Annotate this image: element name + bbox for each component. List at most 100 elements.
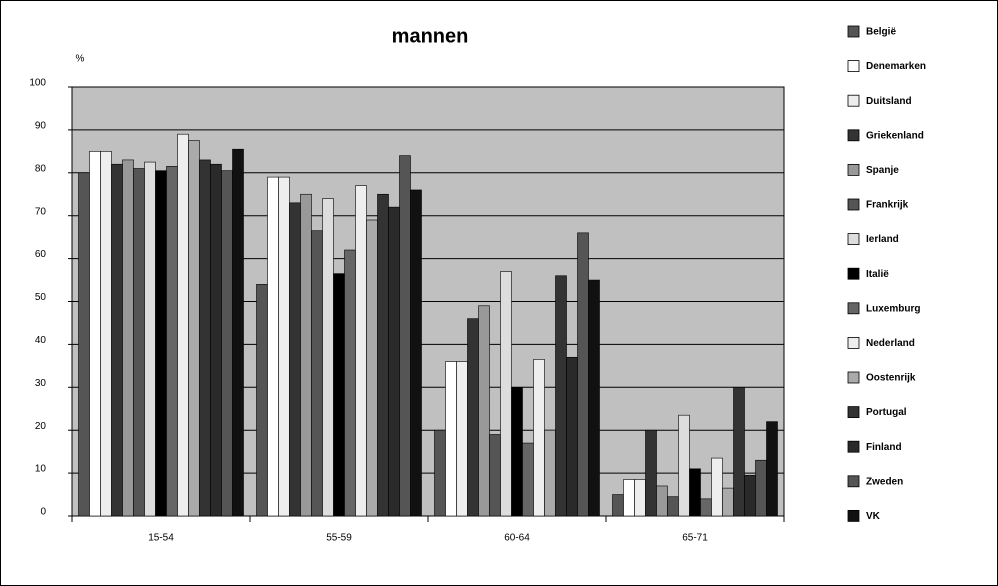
bar: [555, 275, 567, 517]
y-tick-label: 20: [35, 421, 47, 432]
bar: [544, 429, 556, 517]
legend-marker: [847, 336, 860, 349]
bar: [311, 230, 323, 517]
bar: [623, 479, 635, 517]
bar: [744, 474, 756, 517]
bar: [678, 414, 690, 517]
y-tick-label: 30: [35, 378, 47, 389]
legend-marker: [847, 371, 860, 384]
legend-marker: [847, 94, 860, 107]
bar: [366, 219, 378, 517]
legend-label: Ierland: [866, 234, 899, 245]
bar: [656, 485, 668, 517]
bar: [489, 434, 501, 517]
bar: [377, 193, 389, 517]
legend-label: Zweden: [866, 476, 903, 487]
legend-label: Finland: [866, 442, 902, 453]
bar: [711, 457, 723, 517]
legend-label: VK: [866, 511, 881, 522]
bar: [667, 496, 679, 517]
y-tick-label: 40: [35, 335, 47, 346]
bar: [232, 148, 244, 517]
legend-marker: [847, 440, 860, 453]
bar: [111, 163, 123, 517]
legend-marker: [847, 233, 860, 246]
chart-title: mannen: [392, 25, 469, 47]
bar: [733, 386, 745, 517]
bar: [221, 170, 233, 517]
legend-label: België: [866, 27, 896, 38]
bar: [188, 140, 200, 517]
x-tick-label: 15-54: [148, 533, 174, 544]
bar: [500, 271, 512, 517]
bar: [410, 189, 422, 517]
bar: [100, 151, 112, 517]
bar: [522, 442, 534, 517]
legend-label: Italië: [866, 269, 889, 280]
bar: [766, 421, 778, 517]
y-tick-label: 60: [35, 249, 47, 260]
bar: [133, 168, 145, 517]
y-tick-label: 90: [35, 121, 47, 132]
bar: [300, 193, 312, 517]
bar: [355, 185, 367, 517]
bar: [700, 498, 712, 517]
legend-marker: [847, 198, 860, 211]
bar: [344, 249, 356, 517]
bar: [177, 133, 189, 517]
legend-marker: [847, 509, 860, 522]
x-tick-label: 55-59: [326, 533, 352, 544]
legend-marker: [847, 406, 860, 419]
bar: [478, 305, 490, 517]
bar: [612, 494, 624, 517]
legend-label: Duitsland: [866, 96, 912, 107]
legend-marker: [847, 60, 860, 72]
bar: [388, 206, 400, 517]
y-tick-label: 100: [29, 78, 46, 89]
bar: [210, 163, 222, 517]
legend-marker: [847, 475, 860, 488]
legend-label: Portugal: [866, 407, 907, 418]
bar: [755, 459, 767, 517]
y-tick-label: 10: [35, 464, 47, 475]
legend-label: Griekenland: [866, 130, 924, 141]
legend-label: Luxemburg: [866, 303, 920, 314]
bar: [399, 155, 411, 517]
bar: [566, 356, 578, 517]
legend-label: Spanje: [866, 165, 899, 176]
bar: [256, 284, 268, 517]
bar: [122, 159, 134, 517]
x-tick-label: 65-71: [682, 533, 708, 544]
bar: [456, 361, 468, 517]
y-unit: %: [76, 54, 85, 65]
bar: [144, 161, 156, 517]
bar: [434, 429, 446, 517]
legend-label: Oostenrijk: [866, 373, 916, 384]
bar: [166, 166, 178, 517]
bar: [533, 359, 545, 517]
legend-marker: [847, 163, 860, 176]
y-tick-label: 0: [40, 507, 46, 518]
legend-label: Nederland: [866, 338, 915, 349]
legend-label: Denemarken: [866, 61, 926, 72]
bar: [155, 170, 167, 517]
legend-marker: [847, 302, 860, 315]
bar: [89, 151, 101, 517]
y-tick-label: 70: [35, 206, 47, 217]
bar: [322, 198, 334, 517]
legend-marker: [847, 129, 860, 142]
legend-marker: [847, 25, 860, 38]
bar: [78, 172, 90, 517]
bar: [445, 361, 457, 517]
y-tick-label: 50: [35, 292, 47, 303]
bar: [689, 468, 701, 517]
x-tick-label: 60-64: [504, 533, 530, 544]
bar: [722, 487, 734, 517]
bar: [199, 159, 211, 517]
bar: [645, 429, 657, 517]
bar: [333, 273, 345, 517]
bar: [588, 279, 600, 517]
bar: [278, 176, 290, 517]
bar: [267, 176, 279, 517]
